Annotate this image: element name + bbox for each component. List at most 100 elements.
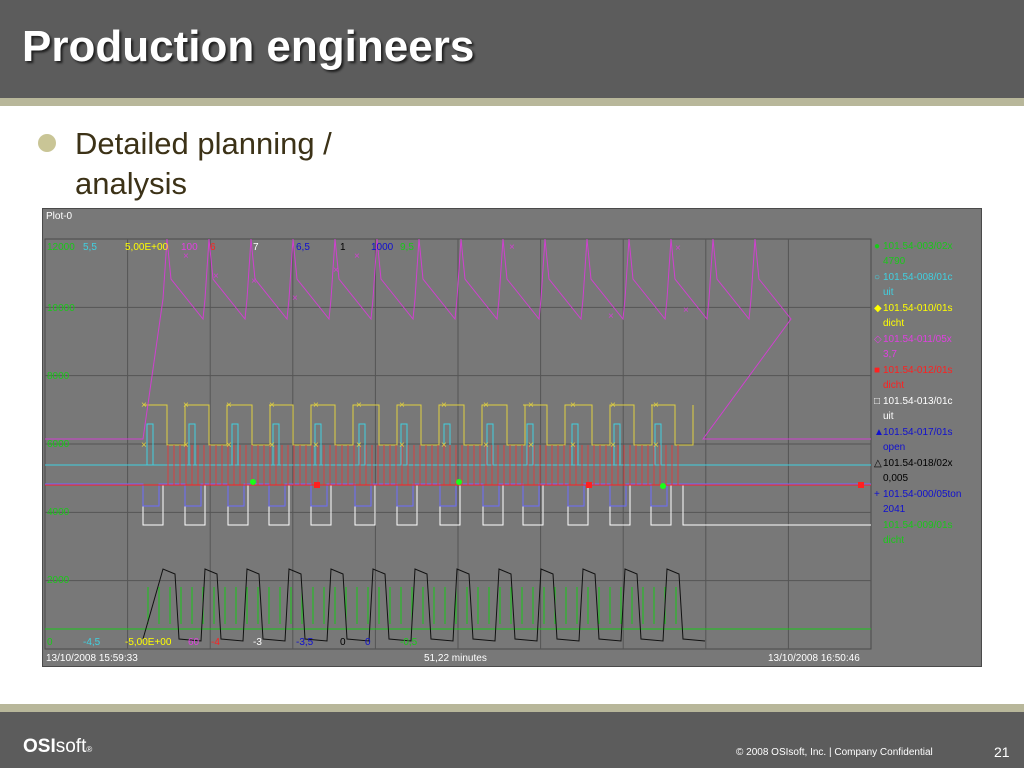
logo-strong-text: OSI: [23, 736, 56, 757]
legend-value: 3,7: [883, 349, 897, 360]
slide-title: Production engineers: [22, 22, 475, 71]
trace-marker-icon: ×: [483, 400, 489, 411]
trace-marker-icon: ×: [269, 440, 275, 451]
legend-tag: 101.54-018/02x: [883, 458, 953, 469]
top-scale-label: 6,5: [296, 242, 310, 253]
trace-marker-icon: ×: [269, 400, 275, 411]
trace-marker-icon: ×: [333, 265, 339, 276]
y-tick-label: 8000: [47, 371, 70, 382]
trace-point: [250, 479, 256, 485]
legend-marker-icon: +: [874, 489, 880, 500]
top-scale-label: 12000: [47, 242, 75, 253]
bottom-scale-label: -4: [211, 637, 220, 648]
legend-value: uit: [883, 287, 894, 298]
trace-marker-icon: ×: [313, 400, 319, 411]
trace-marker-icon: ×: [251, 276, 257, 287]
trace-marker-icon: ×: [441, 400, 447, 411]
legend-marker-icon: ●: [874, 241, 880, 252]
legend-value: dicht: [883, 380, 904, 391]
header-accent-stripe: [0, 98, 1024, 106]
legend-tag: 101.54-011/05x: [883, 334, 952, 345]
legend-tag: 101.54-000/05ton: [883, 489, 961, 500]
trace-point: [456, 479, 462, 485]
plot-end-time: 13/10/2008 16:50:46: [768, 653, 860, 664]
trend-plot[interactable]: Plot-0 × × × × × × × × × × × × × × × × × × × × × × × × × × × × × × × × ×…: [42, 208, 982, 667]
top-scale-label: 7: [253, 242, 259, 253]
trace-magenta: [45, 238, 871, 440]
bottom-scale-label: 60: [188, 637, 200, 648]
trace-point: [858, 482, 864, 488]
y-tick-label: 10000: [47, 303, 75, 314]
bottom-scale-label: -0,5: [400, 637, 418, 648]
slide-header: [0, 0, 1024, 98]
trace-marker-icon: ×: [183, 251, 189, 262]
legend-marker-icon: □: [874, 396, 880, 407]
trace-marker-icon: ×: [683, 305, 689, 316]
legend-tag: 101.54-017/01s: [883, 427, 953, 438]
trace-marker-icon: ×: [399, 400, 405, 411]
trace-point: [314, 482, 320, 488]
legend-value: dicht: [883, 318, 904, 329]
trace-marker-icon: ×: [183, 400, 189, 411]
trace-marker-icon: ×: [675, 243, 681, 254]
bottom-scale-label: -4,5: [83, 637, 101, 648]
plot-duration: 51,22 minutes: [424, 653, 487, 664]
y-tick-label: 2000: [47, 575, 70, 586]
trace-marker-icon: ×: [610, 440, 616, 451]
top-scale-label: 9,5: [400, 242, 414, 253]
bottom-scale-label: 0: [365, 637, 371, 648]
legend-value: 0,005: [883, 473, 908, 484]
trace-marker-icon: ×: [608, 311, 614, 322]
legend-tag: 101.54-009/01s: [883, 520, 953, 531]
trace-marker-icon: ×: [354, 251, 360, 262]
bottom-scale-label: 0: [340, 637, 346, 648]
legend-marker-icon: ○: [874, 272, 880, 283]
copyright-notice: © 2008 OSIsoft, Inc. | Company Confident…: [736, 747, 933, 758]
legend-marker-icon: △: [874, 458, 882, 469]
trend-plot-canvas[interactable]: ×× ×××××××××××××××××××××××××××××××××× 100…: [43, 209, 981, 666]
logo-light-text: soft: [55, 736, 87, 757]
top-scale-label: 1000: [371, 242, 394, 253]
top-scale-label: 5,00E+00: [125, 242, 169, 253]
trace-yellow: [143, 404, 694, 446]
bullet-text: Detailed planning / analysis: [75, 126, 332, 201]
footer-accent-stripe: [0, 704, 1024, 712]
trace-marker-icon: ×: [483, 440, 489, 451]
trace-cyan-pulses: [45, 423, 662, 466]
bottom-scale-label: 0: [47, 637, 53, 648]
trace-marker-icon: ×: [226, 400, 232, 411]
trace-marker-icon: ×: [141, 440, 147, 451]
legend-marker-icon: ◇: [874, 334, 882, 345]
plot-start-time: 13/10/2008 15:59:33: [46, 653, 138, 664]
osisoft-logo: OSIsoft®: [23, 736, 92, 758]
plot-grid: [44, 238, 872, 650]
legend-marker-icon: ◆: [874, 303, 882, 314]
trace-marker-icon: ×: [226, 440, 232, 451]
plot-name: Plot-0: [46, 211, 73, 222]
bottom-scale-label: -3,5: [296, 637, 314, 648]
trace-marker-icon: ×: [570, 400, 576, 411]
y-tick-label: 6000: [47, 439, 70, 450]
plot-scale-labels: 12000 5,5 5,00E+00 100 6 7 6,5 1 1000 9,5 0 -4,5 -5,…: [47, 242, 418, 648]
trace-point: [660, 483, 666, 489]
trace-marker-icon: ×: [509, 242, 515, 253]
legend-tag: 101.54-008/01c: [883, 272, 953, 283]
legend-tag: 101.54-013/01c: [883, 396, 953, 407]
legend-marker-icon: ▲: [874, 427, 884, 438]
y-tick-label: 4000: [47, 507, 70, 518]
trace-point: [586, 482, 592, 488]
legend-value: 2041: [883, 504, 906, 515]
top-scale-label: 6: [210, 242, 216, 253]
page-number: 21: [994, 744, 1010, 760]
trace-marker-icon: ×: [399, 440, 405, 451]
legend-value: uit: [883, 411, 894, 422]
bottom-scale-label: -5,00E+00: [125, 637, 172, 648]
legend-marker-icon: ■: [874, 365, 880, 376]
trace-marker-icon: ×: [183, 440, 189, 451]
plot-labels: 10000 8000 6000 4000 2000 13/10/2008 15:…: [46, 303, 860, 664]
trace-marker-icon: ×: [356, 440, 362, 451]
trace-marker-icon: ×: [653, 440, 659, 451]
top-scale-label: 5,5: [83, 242, 97, 253]
legend-tag: 101.54-010/01s: [883, 303, 953, 314]
